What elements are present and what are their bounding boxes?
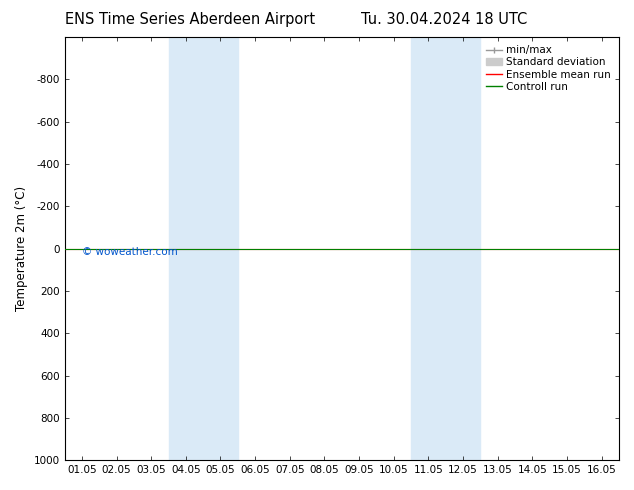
Bar xyxy=(169,37,203,460)
Text: © woweather.com: © woweather.com xyxy=(82,247,178,257)
Bar xyxy=(411,37,446,460)
Text: ENS Time Series Aberdeen Airport: ENS Time Series Aberdeen Airport xyxy=(65,12,315,27)
Text: Tu. 30.04.2024 18 UTC: Tu. 30.04.2024 18 UTC xyxy=(361,12,527,27)
Y-axis label: Temperature 2m (°C): Temperature 2m (°C) xyxy=(15,186,28,311)
Legend: min/max, Standard deviation, Ensemble mean run, Controll run: min/max, Standard deviation, Ensemble me… xyxy=(483,42,614,95)
Bar xyxy=(203,37,238,460)
Bar xyxy=(446,37,481,460)
